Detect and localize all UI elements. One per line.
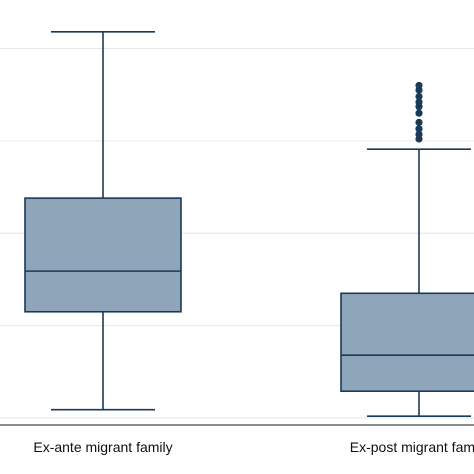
box-series <box>24 31 474 417</box>
outlier-point <box>415 98 423 106</box>
outlier-point <box>415 130 423 138</box>
box-2 <box>340 81 474 417</box>
outlier-point <box>415 109 423 117</box>
x-tick-label-ex-post: Ex-post migrant family <box>350 439 474 455</box>
box-1 <box>24 31 182 411</box>
outlier-point <box>415 118 423 126</box>
outlier-point <box>415 92 423 101</box>
x-tick-label-ex-ante: Ex-ante migrant family <box>33 439 172 455</box>
iqr-box <box>24 197 182 313</box>
outlier-point <box>415 81 423 90</box>
outlier-point <box>415 125 423 133</box>
iqr-box <box>340 292 474 393</box>
